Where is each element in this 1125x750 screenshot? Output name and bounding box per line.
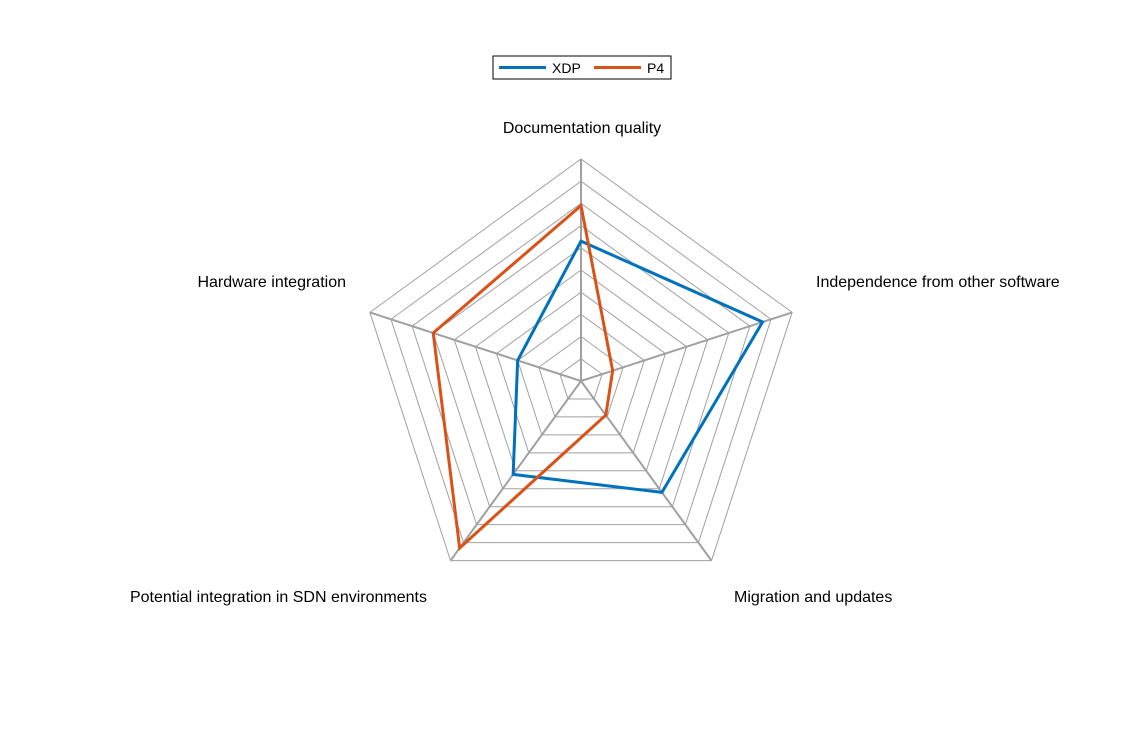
axis-spoke: [369, 311, 582, 382]
axis-labels: Documentation quality Independence from …: [130, 120, 1060, 606]
grid-ring: [390, 180, 772, 544]
axis-label-hardware-integration: Hardware integration: [197, 274, 346, 291]
grid-ring: [432, 224, 730, 508]
grid-ring: [411, 202, 751, 526]
axis-label-sdn-integration: Potential integration in SDN environment…: [130, 589, 427, 606]
radar-grid: [369, 158, 793, 562]
legend-box: [492, 55, 672, 80]
grid-ring: [517, 313, 645, 436]
grid-ring: [495, 291, 667, 454]
grid-ring: [559, 358, 603, 400]
grid-ring: [369, 158, 793, 562]
series-line-xdp: [511, 239, 765, 494]
axis-spoke: [580, 311, 793, 382]
axis-label-documentation-quality: Documentation quality: [503, 120, 661, 137]
axis-spoke: [449, 380, 582, 562]
series-line-p4: [431, 202, 615, 552]
axis-spoke: [580, 380, 713, 562]
grid-ring: [474, 269, 688, 472]
legend: XDP P4: [492, 55, 672, 80]
axis-label-independence: Independence from other software: [816, 274, 1060, 291]
grid-ring: [453, 247, 709, 490]
legend-label-p4: P4: [647, 60, 664, 76]
radar-spokes: [369, 159, 793, 562]
axis-label-migration-updates: Migration and updates: [734, 589, 892, 606]
legend-label-xdp: XDP: [552, 60, 581, 76]
grid-ring: [538, 335, 624, 418]
radar-series: [431, 202, 765, 552]
